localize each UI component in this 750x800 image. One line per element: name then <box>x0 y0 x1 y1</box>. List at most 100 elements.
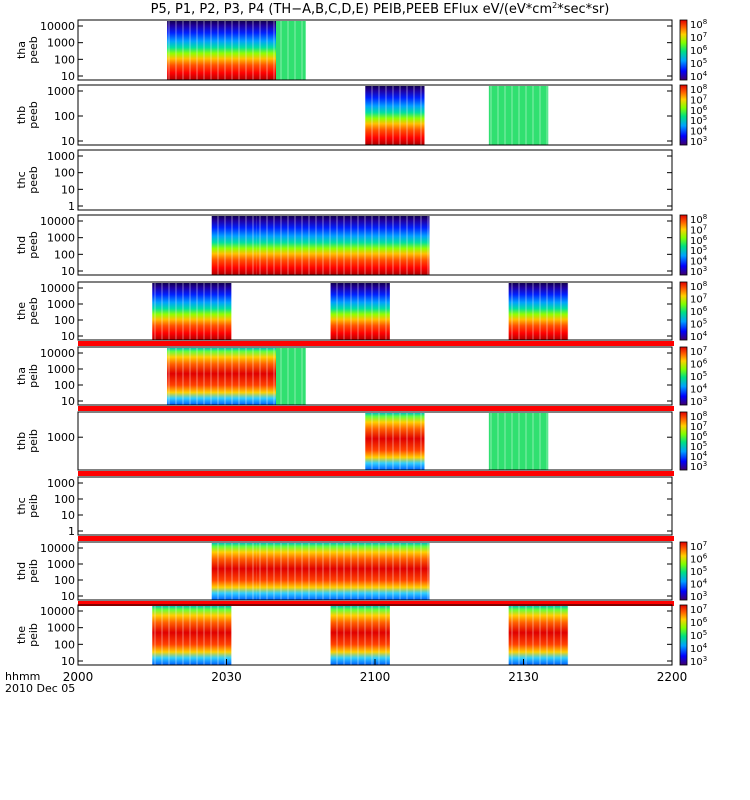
y-tick-label: 100 <box>54 638 75 651</box>
y-tick-label: 10 <box>61 265 75 278</box>
colorbar-tick-label: 107 <box>690 223 707 236</box>
y-tick-label: 10 <box>61 590 75 603</box>
y-tick-label: 100 <box>54 53 75 66</box>
spectrogram-texture <box>488 86 549 145</box>
y-tick-label: 10000 <box>40 215 75 228</box>
spectrogram-texture <box>276 348 306 405</box>
colorbar-tick-label: 107 <box>690 293 707 306</box>
panel-probe-label: thd <box>15 562 28 580</box>
panel-frame <box>77 149 673 211</box>
panel-probe-label: thc <box>15 171 28 188</box>
panel-frame <box>77 476 673 536</box>
panel-probe-label: thb <box>15 432 28 450</box>
panel-instrument-label: peib <box>27 364 40 388</box>
colorbar-tick-label: 104 <box>690 255 708 268</box>
y-tick-label: 10 <box>61 655 75 668</box>
colorbar-tick-label: 103 <box>690 395 707 408</box>
y-tick-label: 10 <box>61 135 75 148</box>
y-tick-label: 10000 <box>40 20 75 33</box>
panel-instrument-label: peeb <box>27 297 40 325</box>
y-tick-label: 10000 <box>40 542 75 555</box>
y-tick-label: 1000 <box>47 431 75 444</box>
y-tick-label: 100 <box>54 574 75 587</box>
colorbar-tick-label: 104 <box>690 578 708 591</box>
y-tick-label: 100 <box>54 248 75 261</box>
colorbar-tick-label: 107 <box>690 31 707 44</box>
y-tick-label: 100 <box>54 379 75 392</box>
colorbar-tick-label: 103 <box>690 265 707 278</box>
red-separator-bar <box>78 471 674 476</box>
panel-probe-label: thc <box>15 497 28 514</box>
colorbar-tick-label: 104 <box>690 450 708 463</box>
y-tick-label: 1 <box>68 525 75 538</box>
red-separator-bar <box>78 601 674 606</box>
colorbar-tick-label: 108 <box>690 213 707 226</box>
spectrogram-texture <box>365 413 425 470</box>
colorbar-tick-label: 106 <box>690 234 708 247</box>
time-format-label: hhmm <box>5 670 40 683</box>
colorbar-tick-label: 105 <box>690 57 707 70</box>
panel-frame <box>77 346 673 406</box>
spectrogram-texture <box>152 283 232 340</box>
y-tick-label: 1000 <box>47 37 75 50</box>
colorbar <box>679 214 688 276</box>
spectrogram-texture <box>167 348 276 405</box>
colorbar-tick-label: 104 <box>690 642 708 655</box>
y-tick-label: 1000 <box>47 477 75 490</box>
figure-title: P5, P1, P2, P3, P4 (TH−A,B,C,D,E) PEIB,P… <box>151 1 610 17</box>
y-tick-label: 1000 <box>47 558 75 571</box>
spectrogram-texture <box>256 216 430 275</box>
panel-instrument-label: peib <box>27 429 40 453</box>
colorbar-tick-label: 106 <box>690 104 708 117</box>
panel-3: 1000 100 10 1 thc peeb <box>15 149 673 213</box>
spectrogram-texture <box>256 543 430 600</box>
panel-instrument-label: peib <box>27 623 40 647</box>
colorbar-tick-label: 104 <box>690 125 708 138</box>
y-tick-label: 10 <box>61 330 75 343</box>
colorbar-tick-label: 105 <box>690 114 707 127</box>
spectrogram-texture <box>508 283 569 340</box>
spectrogram-texture <box>330 283 390 340</box>
spectrogram-texture <box>330 606 390 665</box>
panel-frame <box>77 411 673 471</box>
colorbar-tick-label: 106 <box>690 430 708 443</box>
colorbar-tick-label: 107 <box>690 603 707 616</box>
panel-probe-label: tha <box>15 367 28 385</box>
colorbar-tick-label: 107 <box>690 420 707 433</box>
y-tick-label: 100 <box>54 167 75 180</box>
red-separator-bar <box>78 341 674 346</box>
x-tick-label: 2000 <box>63 670 94 684</box>
y-tick-label: 1000 <box>47 622 75 635</box>
colorbar-tick-label: 106 <box>690 616 708 629</box>
panel-instrument-label: peib <box>27 559 40 583</box>
panel-probe-label: thd <box>15 236 28 254</box>
panel-frame <box>77 281 673 341</box>
panel-instrument-label: peeb <box>27 166 40 194</box>
y-tick-label: 100 <box>54 110 75 123</box>
spectrogram-texture <box>488 413 549 470</box>
x-tick-label: 2130 <box>508 670 539 684</box>
colorbar-tick-label: 105 <box>690 629 707 642</box>
spectrogram-texture <box>508 606 569 665</box>
colorbar-tick-label: 108 <box>690 410 707 423</box>
colorbar-tick-label: 106 <box>690 44 708 57</box>
colorbar-tick-label: 103 <box>690 655 707 668</box>
date-label: 2010 Dec 05 <box>5 682 75 695</box>
colorbar-tick-label: 108 <box>690 18 707 31</box>
panel-probe-label: the <box>15 302 28 320</box>
y-tick-label: 1000 <box>47 298 75 311</box>
y-tick-label: 10000 <box>40 605 75 618</box>
colorbar-tick-label: 106 <box>690 305 708 318</box>
panel-frame <box>77 541 673 601</box>
colorbar-tick-label: 104 <box>690 330 708 343</box>
colorbar <box>679 84 688 146</box>
colorbar-tick-label: 105 <box>690 440 707 453</box>
colorbar <box>679 19 688 81</box>
y-tick-label: 100 <box>54 493 75 506</box>
colorbar-tick-label: 105 <box>690 370 707 383</box>
